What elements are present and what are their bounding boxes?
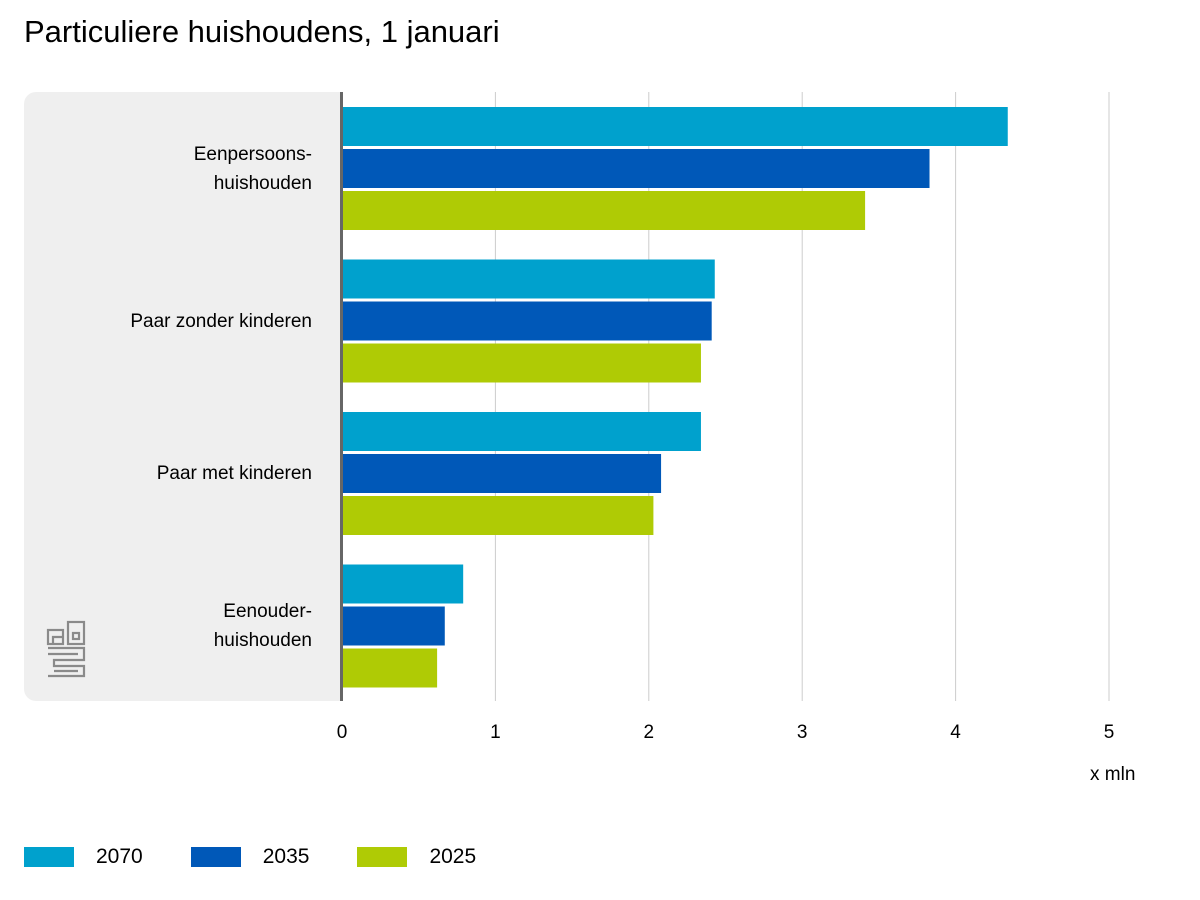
bar-2025-cat-1 [342, 343, 701, 383]
x-tick-label-3: 3 [796, 722, 808, 743]
bar-2035-cat-1 [342, 301, 712, 341]
bar-2035-cat-2 [342, 454, 662, 493]
cbs-logo-icon [46, 620, 86, 678]
legend-label-2070: 2070 [96, 845, 143, 868]
category-label-2: Paar met kinderen [157, 459, 312, 488]
x-tick-label-5: 5 [1103, 722, 1115, 743]
category-label-panel [24, 92, 342, 701]
legend-swatch-2035 [190, 847, 241, 867]
legend-item-2025: 2025 [357, 845, 476, 869]
bar-2025-cat-3 [342, 648, 438, 688]
category-label-3: Eenouder-huishouden [214, 597, 312, 655]
x-tick-label-4: 4 [950, 722, 961, 743]
bar-2035-cat-0 [342, 149, 930, 188]
bar-2070-cat-2 [342, 412, 701, 451]
category-label-1: Paar zonder kinderen [130, 307, 312, 336]
bar-2070-cat-3 [342, 564, 464, 604]
chart-title: Particuliere huishoudens, 1 januari [24, 14, 500, 49]
bar-2025-cat-2 [342, 496, 654, 535]
category-label-0-line-0: Eenpersoons- [193, 143, 312, 165]
category-label-3-line-1: huishouden [213, 630, 312, 651]
x-tick-label-1: 1 [490, 722, 501, 743]
legend-item-2070: 2070 [24, 845, 143, 869]
bar-2070-cat-0 [342, 107, 1008, 146]
legend-swatch-2070 [24, 847, 74, 867]
bar-2070-cat-1 [342, 259, 715, 299]
category-label-1-line-0: Paar zonder kinderen [130, 310, 312, 332]
category-label-3-line-0: Eenouder- [223, 601, 312, 622]
category-label-2-line-0: Paar met kinderen [156, 463, 312, 484]
x-axis-unit-label: x mln [1090, 764, 1136, 785]
legend: 2070 2035 2025 [24, 845, 524, 869]
y-axis-line [340, 92, 343, 701]
category-label-0-line-1: huishouden [213, 172, 312, 194]
x-tick-label-0: 0 [336, 722, 348, 743]
x-tick-label-2: 2 [643, 722, 655, 743]
legend-label-2025: 2025 [429, 845, 477, 868]
legend-swatch-2025 [357, 847, 408, 867]
legend-item-2035: 2035 [190, 845, 310, 869]
legend-label-2035: 2035 [262, 845, 310, 868]
bar-2035-cat-3 [342, 606, 445, 646]
bar-2025-cat-0 [342, 191, 866, 230]
category-label-0: Eenpersoons-huishouden [194, 140, 312, 198]
